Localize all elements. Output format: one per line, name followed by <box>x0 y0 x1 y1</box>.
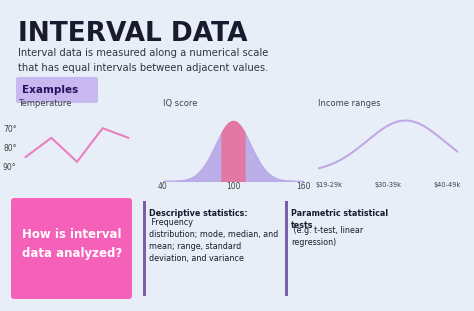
Bar <box>285 201 288 296</box>
Text: Parametric statistical
tests: Parametric statistical tests <box>291 209 388 230</box>
Text: Income ranges: Income ranges <box>318 99 381 108</box>
Text: Descriptive statistics:: Descriptive statistics: <box>149 209 247 218</box>
Bar <box>143 201 146 296</box>
FancyBboxPatch shape <box>16 77 98 103</box>
Text: Temperature: Temperature <box>18 99 72 108</box>
Text: Interval data is measured along a numerical scale
that has equal intervals betwe: Interval data is measured along a numeri… <box>18 48 268 73</box>
Text: (e.g. t-test, linear
regression): (e.g. t-test, linear regression) <box>291 226 363 247</box>
Text: IQ score: IQ score <box>163 99 198 108</box>
Text: Frequency
distribution; mode, median, and
mean; range, standard
deviation, and v: Frequency distribution; mode, median, an… <box>149 218 278 263</box>
FancyBboxPatch shape <box>11 198 132 299</box>
Text: How is interval
data analyzed?: How is interval data analyzed? <box>22 229 122 259</box>
Text: Examples: Examples <box>22 85 78 95</box>
Text: INTERVAL DATA: INTERVAL DATA <box>18 21 247 47</box>
